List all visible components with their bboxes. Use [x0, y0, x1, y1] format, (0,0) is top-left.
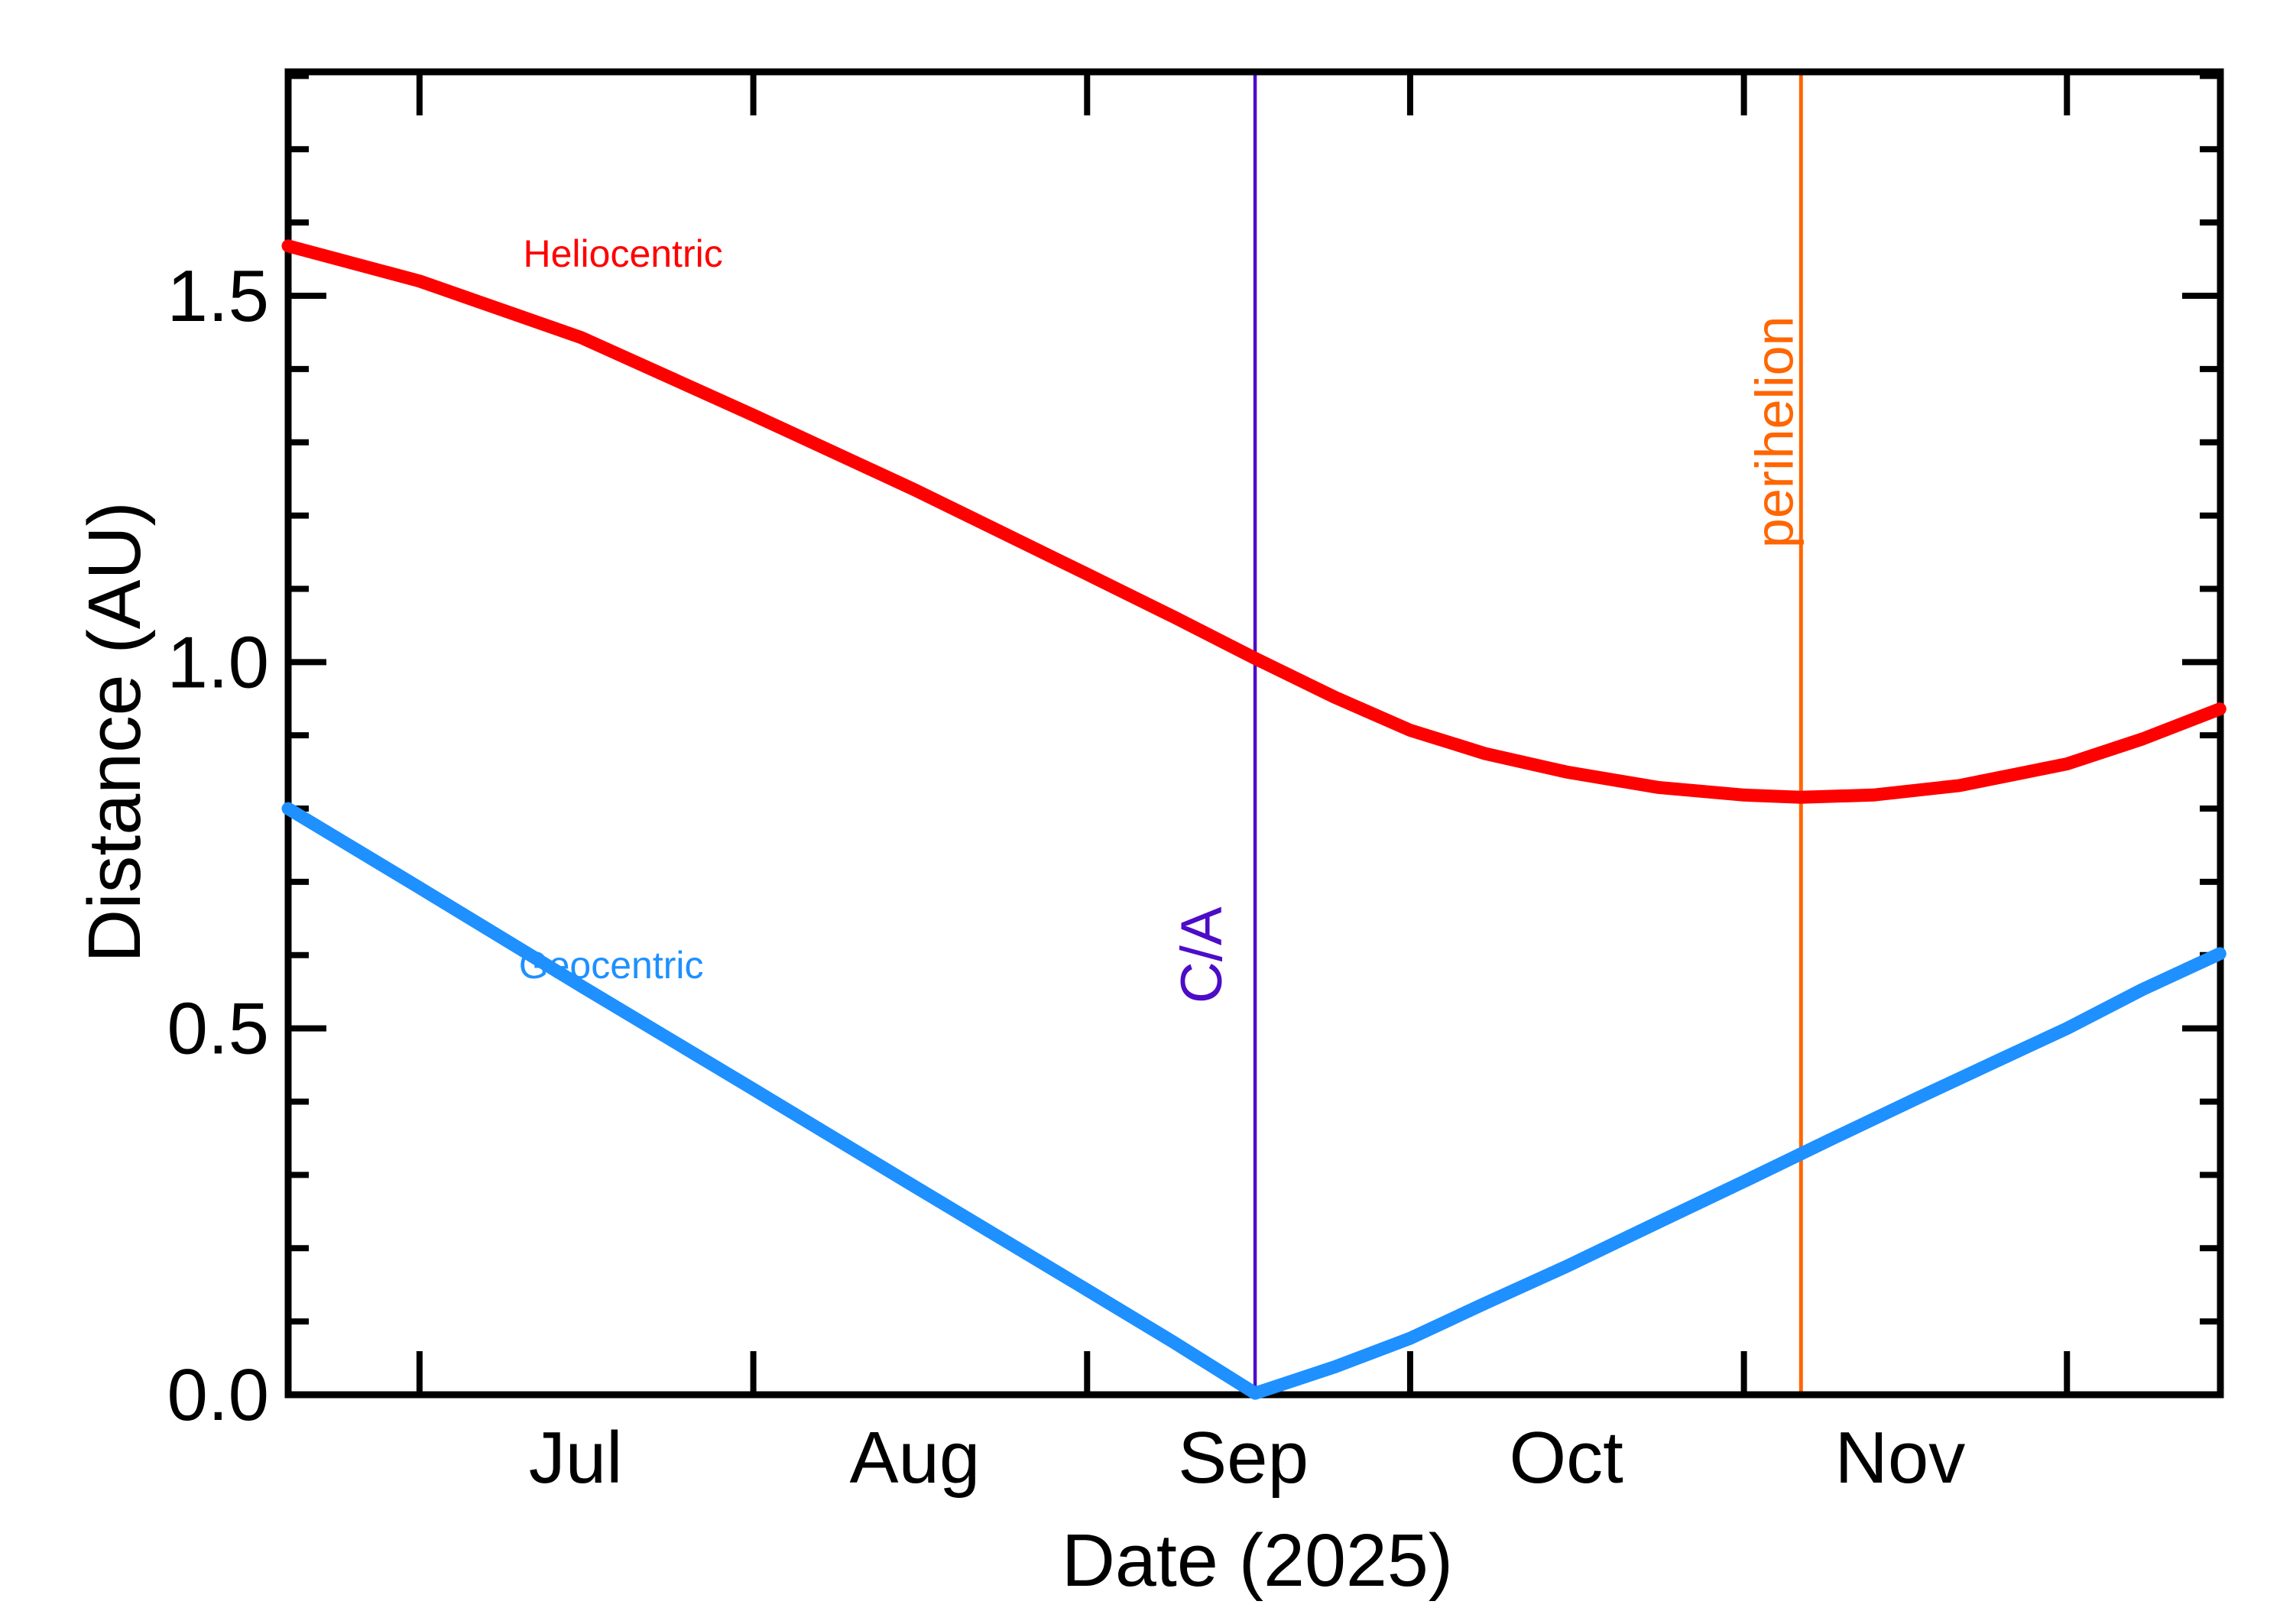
geocentric-curve — [281, 802, 2227, 1400]
perihelion-label: perihelion — [1745, 316, 1805, 549]
heliocentric-curve — [281, 239, 2227, 804]
y-axis-title: Distance (AU) — [73, 501, 156, 963]
x-tick-label-jul: Jul — [529, 1417, 623, 1499]
x-tick-label-aug: Aug — [849, 1417, 980, 1499]
axis-ticks-layer — [288, 72, 2220, 1398]
y-tick-label-1.5: 1.5 — [167, 255, 269, 337]
geocentric-label: Geocentric — [519, 944, 704, 987]
x-tick-label-nov: Nov — [1835, 1417, 1966, 1499]
x-axis-title: Date (2025) — [1062, 1519, 1453, 1602]
x-tick-label-sep: Sep — [1178, 1417, 1309, 1499]
data-curves-layer — [281, 239, 2227, 1400]
heliocentric-label: Heliocentric — [524, 232, 723, 275]
x-tick-label-oct: Oct — [1510, 1417, 1623, 1499]
close-approach-label: C/A — [1169, 906, 1234, 1003]
text-labels-layer: Jul Aug Sep Oct Nov 0.0 0.5 1.0 1.5 Date (2025) Di… — [73, 232, 1965, 1602]
y-tick-label-1.0: 1.0 — [167, 621, 269, 703]
y-tick-label-0.0: 0.0 — [167, 1354, 269, 1436]
y-tick-label-0.5: 0.5 — [167, 988, 269, 1070]
event-vlines-layer — [1253, 72, 1803, 1395]
